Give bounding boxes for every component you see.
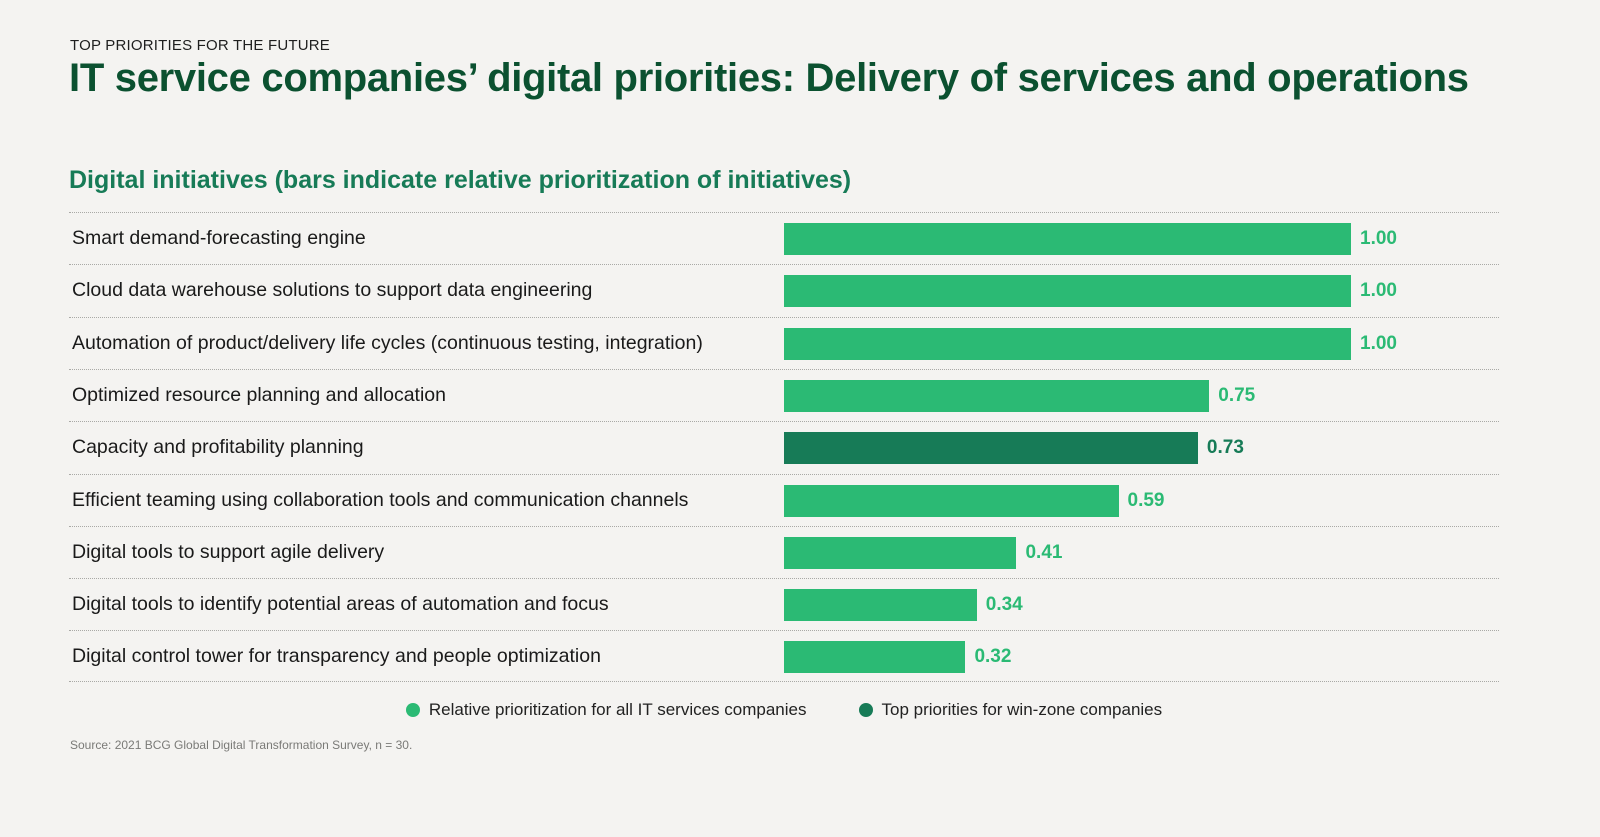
bar	[784, 641, 966, 674]
chart-row: Optimized resource planning and allocati…	[69, 368, 1499, 421]
bar-value-label: 1.00	[1360, 280, 1397, 302]
chart-title: Digital initiatives (bars indicate relat…	[69, 166, 852, 194]
chart-row: Smart demand-forecasting engine 1.00	[69, 212, 1499, 264]
bar-chart: Smart demand-forecasting engine 1.00 Cloud…	[69, 212, 1499, 683]
category-label: Digital tools to identify potential area…	[72, 593, 609, 616]
chart-row: Efficient teaming using collaboration to…	[69, 473, 1499, 526]
legend-label-all: Relative prioritization for all IT servi…	[428, 700, 807, 719]
bar	[784, 536, 1017, 569]
chart-row: Capacity and profitability planning 0.73	[69, 421, 1499, 473]
chart-row: Digital tools to identify potential area…	[69, 578, 1499, 630]
legend-item-win-zone: Top priorities for win-zone companies	[858, 700, 1163, 720]
bar-value-label: 0.59	[1127, 489, 1165, 511]
category-label: Smart demand-forecasting engine	[72, 227, 366, 249]
legend-label-win-zone: Top priorities for win-zone companies	[881, 700, 1163, 719]
category-label: Efficient teaming using collaboration to…	[72, 488, 689, 511]
chart-row: Digital control tower for transparency a…	[69, 630, 1499, 683]
bar-value-label: 1.00	[1360, 332, 1397, 354]
page-title: IT service companies’ digital priorities…	[69, 56, 1469, 100]
chart-row: Digital tools to support agile delivery 0…	[69, 525, 1499, 578]
category-label: Digital tools to support agile delivery	[72, 540, 385, 563]
bar-value-label: 0.41	[1025, 541, 1063, 563]
legend-dot-win-zone-icon	[858, 703, 873, 717]
bar	[784, 589, 977, 622]
bar-value-label: 0.34	[985, 594, 1023, 616]
category-label: Cloud data warehouse solutions to suppor…	[72, 279, 593, 302]
bar-value-label: 1.00	[1360, 228, 1397, 249]
source-note: Source: 2021 BCG Global Digital Transfor…	[70, 738, 413, 752]
chart-row: Cloud data warehouse solutions to suppor…	[69, 264, 1499, 316]
bar	[784, 223, 1351, 255]
legend-item-all: Relative prioritization for all IT servi…	[405, 700, 807, 720]
bar	[784, 275, 1351, 308]
bar-win-zone	[784, 432, 1198, 465]
eyebrow-label: TOP PRIORITIES FOR THE FUTURE	[70, 37, 330, 54]
bar-value-label: 0.73	[1206, 437, 1244, 459]
bar-value-label: 0.32	[974, 646, 1012, 668]
legend-dot-all-icon	[405, 703, 420, 717]
bar	[784, 379, 1210, 412]
chart-legend: Relative prioritization for all IT servi…	[0, 700, 1568, 720]
category-label: Digital control tower for transparency a…	[72, 645, 601, 668]
chart-row: Automation of product/delivery life cycl…	[69, 316, 1499, 369]
category-label: Automation of product/delivery life cycl…	[72, 331, 703, 354]
bar	[784, 484, 1119, 517]
bar-value-label: 0.75	[1218, 384, 1256, 406]
bar	[784, 327, 1351, 360]
category-label: Optimized resource planning and allocati…	[72, 383, 446, 406]
category-label: Capacity and profitability planning	[72, 436, 364, 459]
